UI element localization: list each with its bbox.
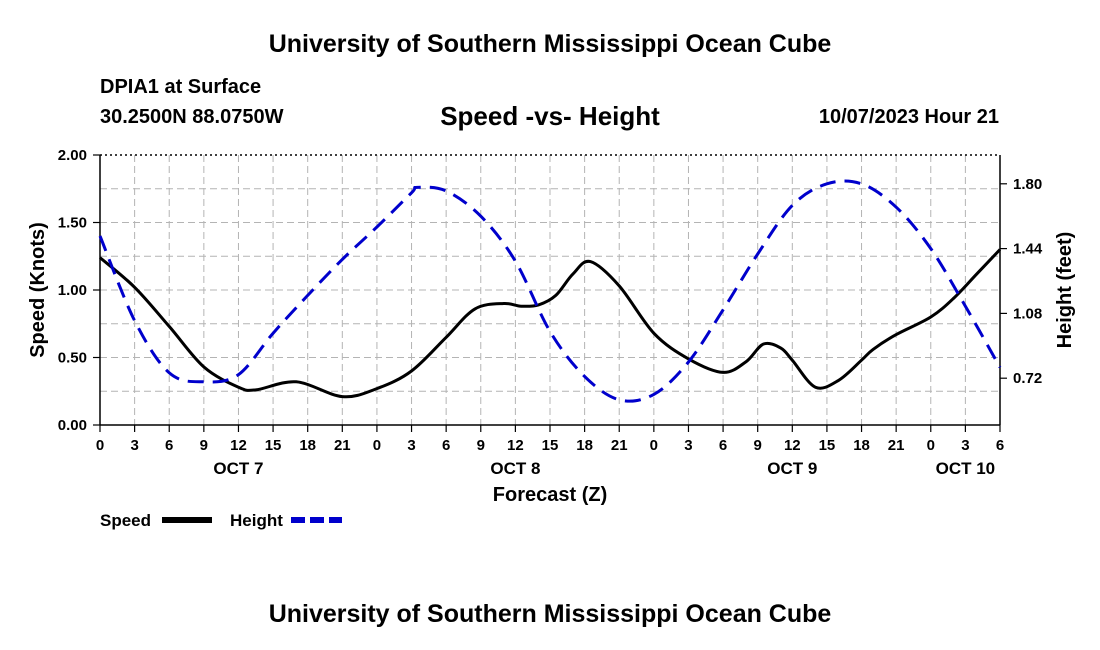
x-tick-label: 6 xyxy=(996,437,1004,454)
x-tick-label: 9 xyxy=(200,437,208,454)
station-coordinates: 30.2500N 88.0750W xyxy=(100,106,284,128)
x-tick-label: 9 xyxy=(754,437,762,454)
page-title: University of Southern Mississippi Ocean… xyxy=(268,30,832,58)
speed-series-line xyxy=(99,248,1002,399)
x-tick-label: 9 xyxy=(477,437,485,454)
y-tick-label: 0.00 xyxy=(58,417,87,434)
x-axis-title: Forecast (Z) xyxy=(493,484,607,506)
x-day-label: OCT 10 xyxy=(936,459,996,478)
x-tick-label: 0 xyxy=(927,437,935,454)
forecast-datetime: 10/07/2023 Hour 21 xyxy=(818,106,999,128)
x-tick-label: 0 xyxy=(96,437,104,454)
x-tick-label: 18 xyxy=(853,437,870,454)
height-series-line xyxy=(98,179,1002,403)
y-tick-label: 2.00 xyxy=(58,147,87,164)
y2-tick-label: 1.08 xyxy=(1013,305,1042,322)
x-tick-label: 15 xyxy=(542,437,559,454)
x-tick-label: 12 xyxy=(784,437,801,454)
x-tick-label: 15 xyxy=(819,437,836,454)
y2-tick-label: 1.44 xyxy=(1013,241,1043,258)
chart-title: Speed -vs- Height xyxy=(440,101,660,131)
y-tick-label: 1.00 xyxy=(58,282,87,299)
x-day-label: OCT 9 xyxy=(767,459,817,478)
x-tick-label: 12 xyxy=(507,437,524,454)
x-tick-label: 18 xyxy=(299,437,316,454)
x-tick-label: 6 xyxy=(442,437,450,454)
x-tick-label: 3 xyxy=(961,437,969,454)
x-tick-label: 21 xyxy=(611,437,628,454)
footer-title: University of Southern Mississippi Ocean… xyxy=(268,600,832,628)
x-tick-label: 3 xyxy=(407,437,415,454)
y2-tick-label: 0.72 xyxy=(1013,370,1042,387)
x-tick-label: 0 xyxy=(373,437,381,454)
y2-axis-title: Height (feet) xyxy=(1054,232,1076,349)
x-tick-label: 0 xyxy=(650,437,658,454)
y-tick-label: 0.50 xyxy=(58,350,87,367)
y2-tick-label: 1.80 xyxy=(1013,176,1042,193)
x-tick-label: 21 xyxy=(888,437,905,454)
legend-label-height: Height xyxy=(230,511,283,530)
x-day-label: OCT 7 xyxy=(213,459,263,478)
y-axis-title: Speed (Knots) xyxy=(27,222,49,358)
x-tick-label: 6 xyxy=(165,437,173,454)
y-tick-label: 1.50 xyxy=(58,215,87,232)
x-tick-label: 18 xyxy=(576,437,593,454)
x-tick-label: 6 xyxy=(719,437,727,454)
x-tick-label: 3 xyxy=(684,437,692,454)
x-day-label: OCT 8 xyxy=(490,459,540,478)
x-tick-label: 15 xyxy=(265,437,282,454)
station-label: DPIA1 at Surface xyxy=(100,76,262,98)
x-tick-label: 12 xyxy=(230,437,247,454)
x-tick-label: 21 xyxy=(334,437,351,454)
x-tick-label: 3 xyxy=(130,437,138,454)
legend-label-speed: Speed xyxy=(100,511,151,530)
